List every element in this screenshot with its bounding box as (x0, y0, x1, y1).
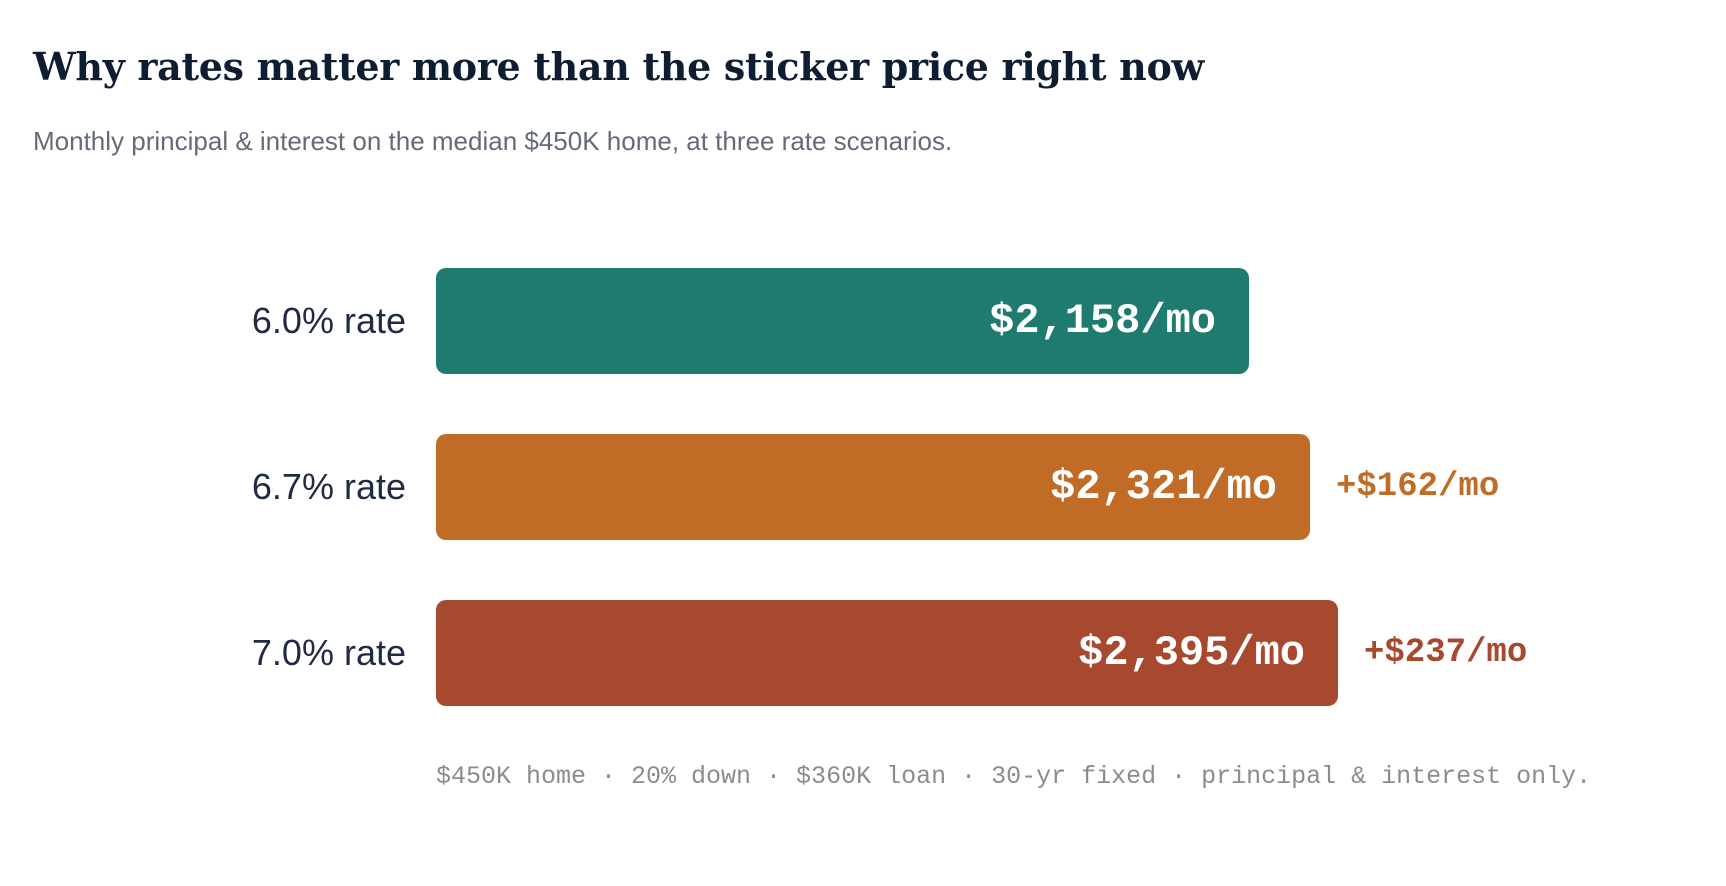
delta-label: +$237/mo (1364, 634, 1528, 672)
delta-label: +$162/mo (1336, 468, 1500, 506)
bar: $2,158/mo (436, 268, 1249, 374)
bar-row: 6.7% rate $2,321/mo +$162/mo (0, 434, 1726, 540)
bar-value-label: $2,395/mo (1078, 629, 1305, 677)
bar: $2,321/mo (436, 434, 1310, 540)
bar-value-label: $2,321/mo (1050, 463, 1277, 511)
bar-row: 6.0% rate $2,158/mo (0, 268, 1726, 374)
chart-footnote: $450K home · 20% down · $360K loan · 30-… (436, 762, 1592, 791)
category-label: 6.7% rate (251, 466, 406, 507)
bar-value-label: $2,158/mo (989, 297, 1216, 345)
bar-row: 7.0% rate $2,395/mo +$237/mo (0, 600, 1726, 706)
category-label: 7.0% rate (251, 632, 406, 673)
chart-subtitle: Monthly principal & interest on the medi… (33, 126, 953, 156)
category-label: 6.0% rate (251, 300, 406, 341)
chart-title: Why rates matter more than the sticker p… (33, 44, 1204, 89)
bar: $2,395/mo (436, 600, 1338, 706)
